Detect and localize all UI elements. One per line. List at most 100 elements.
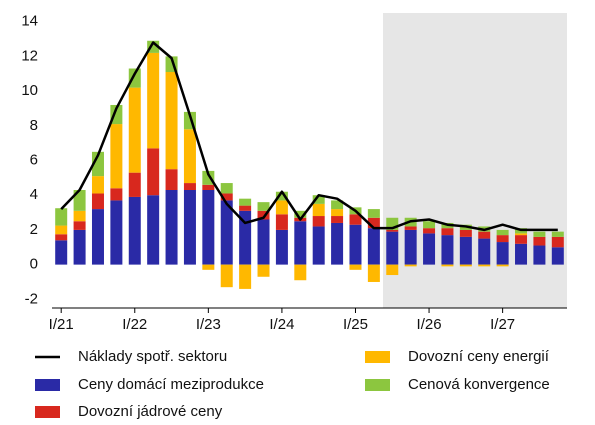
bar-segment — [183, 183, 196, 190]
bar-segment — [257, 210, 270, 220]
bar-segment — [165, 169, 178, 190]
bar-segment — [459, 236, 472, 265]
y-tick-label: 14 — [21, 13, 38, 30]
legend-label: Dovozní ceny energií — [408, 348, 550, 365]
bar-segment — [73, 190, 86, 211]
bar-segment — [91, 209, 104, 265]
bar-segment — [183, 190, 196, 265]
bar-segment — [515, 235, 528, 244]
bar-segment — [275, 229, 288, 265]
bar-segment — [312, 226, 325, 265]
bar-segment — [515, 243, 528, 265]
bar-segment — [478, 264, 491, 267]
legend-swatch — [365, 351, 390, 363]
bar-segment — [441, 228, 454, 236]
x-tick-label: I/24 — [269, 316, 294, 333]
bar-segment — [515, 233, 528, 236]
bar-segment — [165, 72, 178, 170]
bar-segment — [257, 202, 270, 211]
bar-segment — [478, 231, 491, 239]
bar-segment — [275, 200, 288, 215]
bar-segment — [459, 264, 472, 267]
bar-segment — [386, 229, 399, 232]
bar-segment — [496, 264, 509, 267]
bar-segment — [202, 184, 215, 190]
bar-segment — [496, 229, 509, 236]
bar-segment — [110, 124, 123, 189]
bar-segment — [496, 235, 509, 243]
legend-label: Cenová konvergence — [408, 376, 550, 393]
bar-segment — [312, 195, 325, 204]
legend-label: Ceny domácí meziprodukce — [78, 376, 264, 393]
bar-segment — [257, 264, 270, 277]
bar-segment — [367, 217, 380, 229]
bar-segment — [128, 87, 141, 173]
bar-segment — [275, 191, 288, 201]
bar-segment — [478, 238, 491, 265]
bar-segment — [91, 193, 104, 210]
bar-segment — [551, 231, 564, 237]
bar-segment — [404, 229, 417, 265]
bar-segment — [257, 219, 270, 265]
bar-segment — [275, 214, 288, 230]
bar-segment — [220, 193, 233, 201]
bar-segment — [202, 264, 215, 270]
bar-segment — [423, 221, 436, 229]
bar-segment — [183, 129, 196, 184]
legend-swatch — [35, 406, 60, 418]
bar-segment — [128, 68, 141, 88]
bar-segment — [239, 264, 252, 289]
bar-segment — [128, 196, 141, 265]
bar-segment — [496, 242, 509, 265]
bar-segment — [533, 231, 546, 237]
x-tick-label: I/26 — [417, 316, 442, 333]
bar-segment — [441, 264, 454, 267]
bar-segment — [349, 214, 362, 225]
bar-segment — [423, 228, 436, 234]
bar-segment — [331, 200, 344, 210]
bar-segment — [294, 221, 307, 265]
bar-segment — [55, 234, 68, 241]
bar-segment — [441, 235, 454, 265]
bar-segment — [220, 264, 233, 288]
bar-segment — [91, 151, 104, 177]
bar-segment — [386, 231, 399, 265]
y-tick-label: -2 — [25, 290, 38, 307]
bar-segment — [533, 245, 546, 265]
legend-swatch — [365, 379, 390, 391]
legend-label: Náklady spotř. sektoru — [78, 348, 227, 365]
bar-segment — [349, 224, 362, 265]
y-tick-label: 12 — [21, 47, 38, 64]
bar-segment — [55, 225, 68, 235]
bar-segment — [147, 195, 160, 265]
bar-segment — [202, 190, 215, 265]
x-tick-label: I/25 — [343, 316, 368, 333]
bar-segment — [110, 188, 123, 201]
bar-segment — [147, 52, 160, 149]
bar-segment — [404, 226, 417, 230]
bar-segment — [331, 216, 344, 223]
bar-segment — [220, 183, 233, 194]
bar-segment — [367, 209, 380, 218]
y-tick-label: 8 — [30, 117, 38, 134]
y-tick-label: 6 — [30, 151, 38, 168]
x-tick-label: I/23 — [196, 316, 221, 333]
x-tick-label: I/21 — [49, 316, 74, 333]
bar-segment — [239, 205, 252, 211]
bar-segment — [331, 222, 344, 265]
bar-segment — [239, 210, 252, 265]
bar-segment — [91, 176, 104, 194]
bar-segment — [294, 210, 307, 218]
bar-segment — [239, 198, 252, 206]
bar-segment — [533, 236, 546, 246]
bar-segment — [73, 210, 86, 222]
bar-segment — [459, 229, 472, 237]
y-tick-label: 2 — [30, 221, 38, 238]
bar-segment — [55, 208, 68, 226]
bar-segment — [367, 264, 380, 282]
bar-segment — [551, 236, 564, 248]
bar-segment — [331, 209, 344, 217]
bar-segment — [423, 233, 436, 265]
bar-segment — [386, 264, 399, 276]
